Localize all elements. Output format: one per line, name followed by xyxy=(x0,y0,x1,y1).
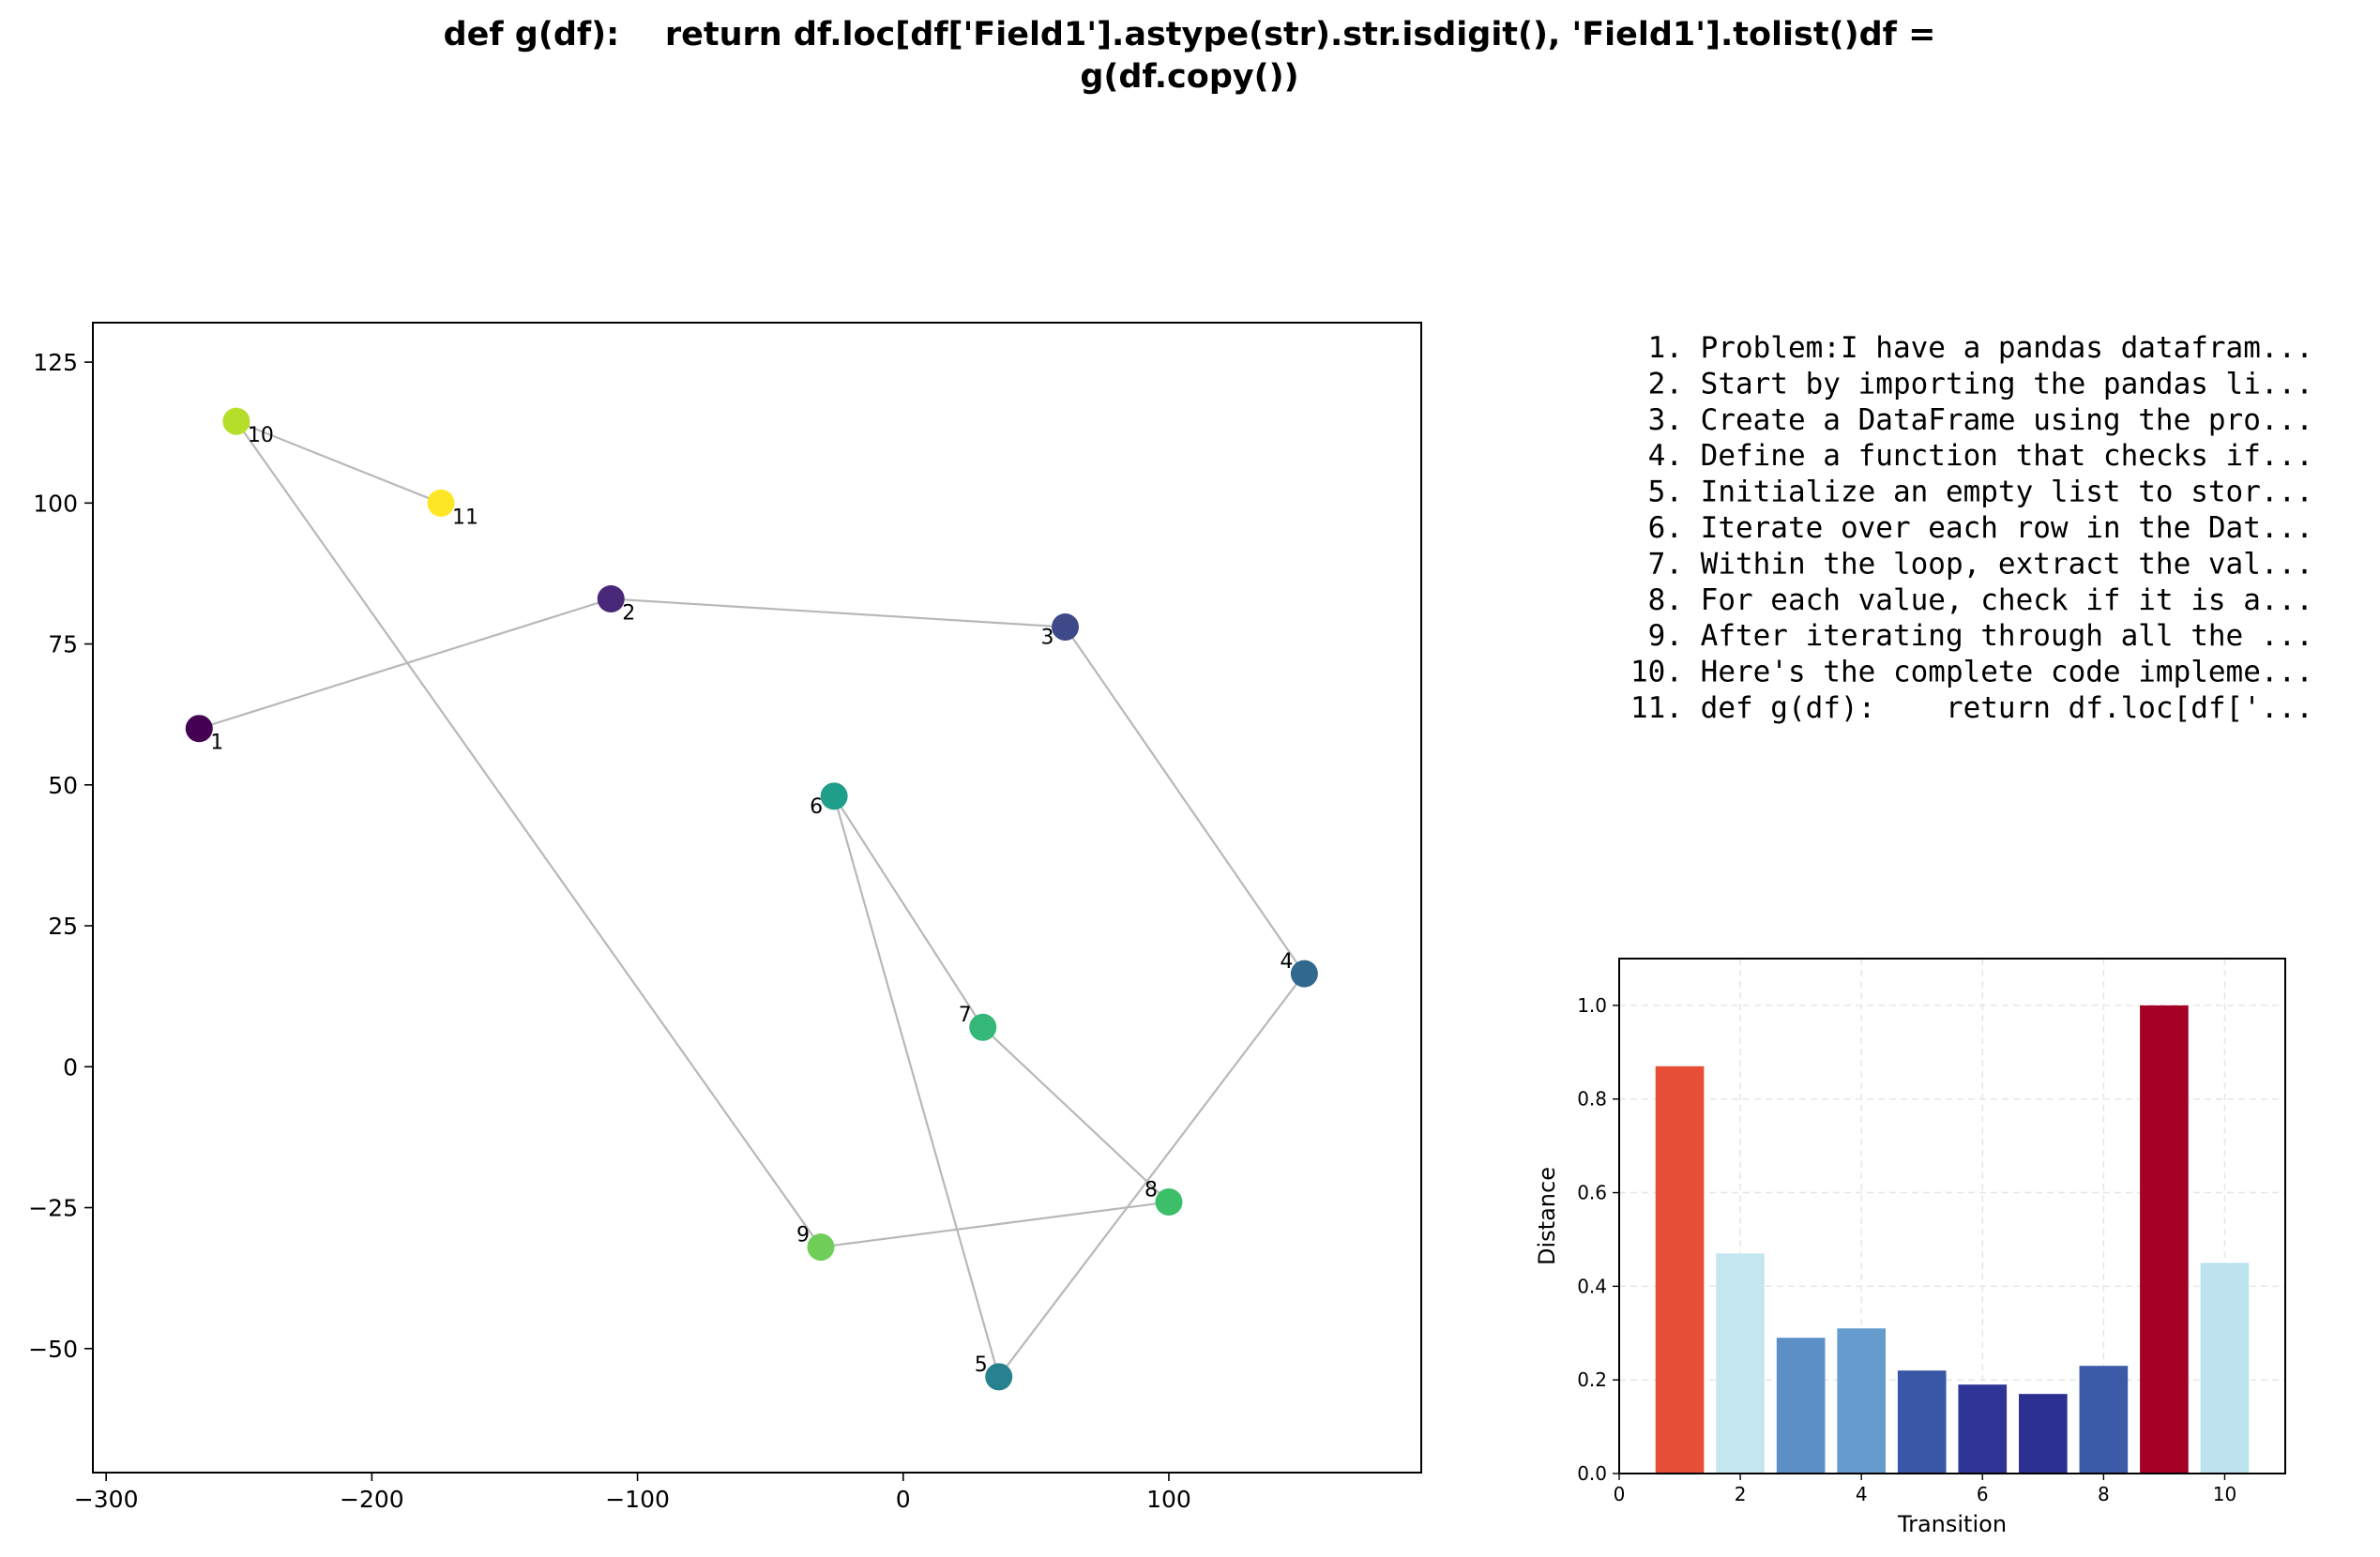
steps-list: 1. Problem:I have a pandas datafram... 2… xyxy=(1630,331,2313,725)
path-segment xyxy=(235,420,442,505)
data-point xyxy=(1290,960,1318,988)
x-tick-label: 4 xyxy=(1856,1483,1868,1505)
x-tick-label: 8 xyxy=(2098,1483,2110,1505)
path-segment xyxy=(235,420,822,1248)
figure-title-line-1: def g(df): return df.loc[df['Field1'].as… xyxy=(444,16,1936,53)
x-tick-label: 0 xyxy=(896,1486,911,1513)
point-label: 10 xyxy=(248,424,274,447)
x-tick-label: −300 xyxy=(74,1486,139,1513)
step-item: 8. For each value, check if it is a... xyxy=(1630,583,2313,617)
y-tick-label: 125 xyxy=(33,349,78,376)
bar xyxy=(1837,1328,1886,1474)
y-tick-label: −50 xyxy=(28,1336,78,1363)
data-point xyxy=(222,407,250,435)
y-tick-label: 0.8 xyxy=(1577,1088,1607,1111)
data-point xyxy=(185,715,213,743)
x-tick-label: −100 xyxy=(605,1486,670,1513)
y-tick-label: 0 xyxy=(63,1053,78,1081)
bar xyxy=(2140,1005,2189,1474)
path-segment xyxy=(1064,626,1306,975)
step-item: 11. def g(df): return df.loc[df['... xyxy=(1630,691,2313,725)
step-item: 2. Start by importing the pandas li... xyxy=(1630,367,2313,401)
point-label: 11 xyxy=(452,506,478,529)
data-point xyxy=(820,782,848,810)
plot-frame xyxy=(1618,958,2286,1474)
x-axis-label: Transition xyxy=(1897,1511,2007,1537)
bar xyxy=(1897,1370,1947,1474)
scatter-chart: 1 2 3 4 5 6 7 8 9 10 11 −300 −200 −100 0 100 −50 −25 0 25 50… xyxy=(28,322,1422,1513)
data-point xyxy=(1052,613,1080,642)
data-point xyxy=(597,584,625,612)
y-tick-label: 75 xyxy=(48,631,78,658)
bar xyxy=(2200,1262,2250,1474)
point-label: 5 xyxy=(975,1353,988,1377)
path-segment xyxy=(198,597,612,730)
y-tick-label: 0.4 xyxy=(1577,1275,1607,1297)
point-label: 7 xyxy=(959,1004,972,1027)
point-label: 1 xyxy=(210,732,223,755)
figure-title-line-2: g(df.copy()) xyxy=(1080,58,1298,96)
x-tick-label: −200 xyxy=(340,1486,404,1513)
bar-chart: 0 2 4 6 8 10 0.0 0.2 0.4 0.6 0.8 1.0 Transition Dista… xyxy=(1534,958,2286,1537)
data-point xyxy=(985,1363,1013,1391)
path-segment xyxy=(981,1026,1170,1203)
path-segment xyxy=(611,597,1066,628)
step-item: 5. Initialize an empty list to stor... xyxy=(1630,476,2313,509)
step-item: 3. Create a DataFrame using the pro... xyxy=(1630,403,2313,437)
x-tick-label: 0 xyxy=(1614,1483,1626,1505)
step-item: 10. Here's the complete code impleme... xyxy=(1630,656,2313,689)
point-label: 9 xyxy=(796,1224,810,1247)
y-tick-label: 1.0 xyxy=(1577,994,1607,1017)
path-segment xyxy=(833,795,984,1028)
step-item: 4. Define a function that checks if... xyxy=(1630,439,2313,473)
point-label: 6 xyxy=(810,795,823,819)
x-tick-label: 100 xyxy=(1146,1486,1191,1513)
step-item: 6. Iterate over each row in the Dat... xyxy=(1630,511,2313,545)
bar xyxy=(1655,1066,1705,1474)
y-tick-label: 25 xyxy=(48,913,78,940)
y-axis-label: Distance xyxy=(1534,1167,1560,1265)
x-tick-label: 2 xyxy=(1735,1483,1747,1505)
y-tick-label: 0.6 xyxy=(1577,1182,1607,1204)
y-tick-label: 100 xyxy=(33,490,78,517)
x-tick-label: 10 xyxy=(2213,1483,2236,1505)
point-label: 2 xyxy=(622,601,635,625)
data-point xyxy=(1155,1188,1183,1217)
data-point xyxy=(427,489,455,517)
data-point xyxy=(969,1013,997,1041)
y-tick-label: −25 xyxy=(28,1195,78,1222)
path-segment xyxy=(997,973,1306,1378)
bar xyxy=(2019,1394,2068,1474)
step-item: 1. Problem:I have a pandas datafram... xyxy=(1630,331,2313,365)
point-label: 8 xyxy=(1145,1179,1158,1202)
path-segment xyxy=(833,795,1000,1378)
bar xyxy=(1776,1338,1826,1474)
plot-frame xyxy=(92,322,1422,1474)
y-tick-label: 0.0 xyxy=(1577,1462,1607,1485)
step-item: 9. After iterating through all the ... xyxy=(1630,619,2313,653)
x-tick-label: 6 xyxy=(1977,1483,1989,1505)
point-label: 3 xyxy=(1041,627,1054,650)
bar xyxy=(1716,1253,1765,1474)
y-tick-label: 50 xyxy=(48,772,78,799)
point-label: 4 xyxy=(1280,950,1293,974)
path-segment xyxy=(820,1201,1170,1248)
y-tick-label: 0.2 xyxy=(1577,1368,1607,1391)
bar xyxy=(2079,1366,2129,1474)
step-item: 7. Within the loop, extract the val... xyxy=(1630,547,2313,581)
bar xyxy=(1958,1384,2008,1474)
data-point xyxy=(807,1233,835,1262)
